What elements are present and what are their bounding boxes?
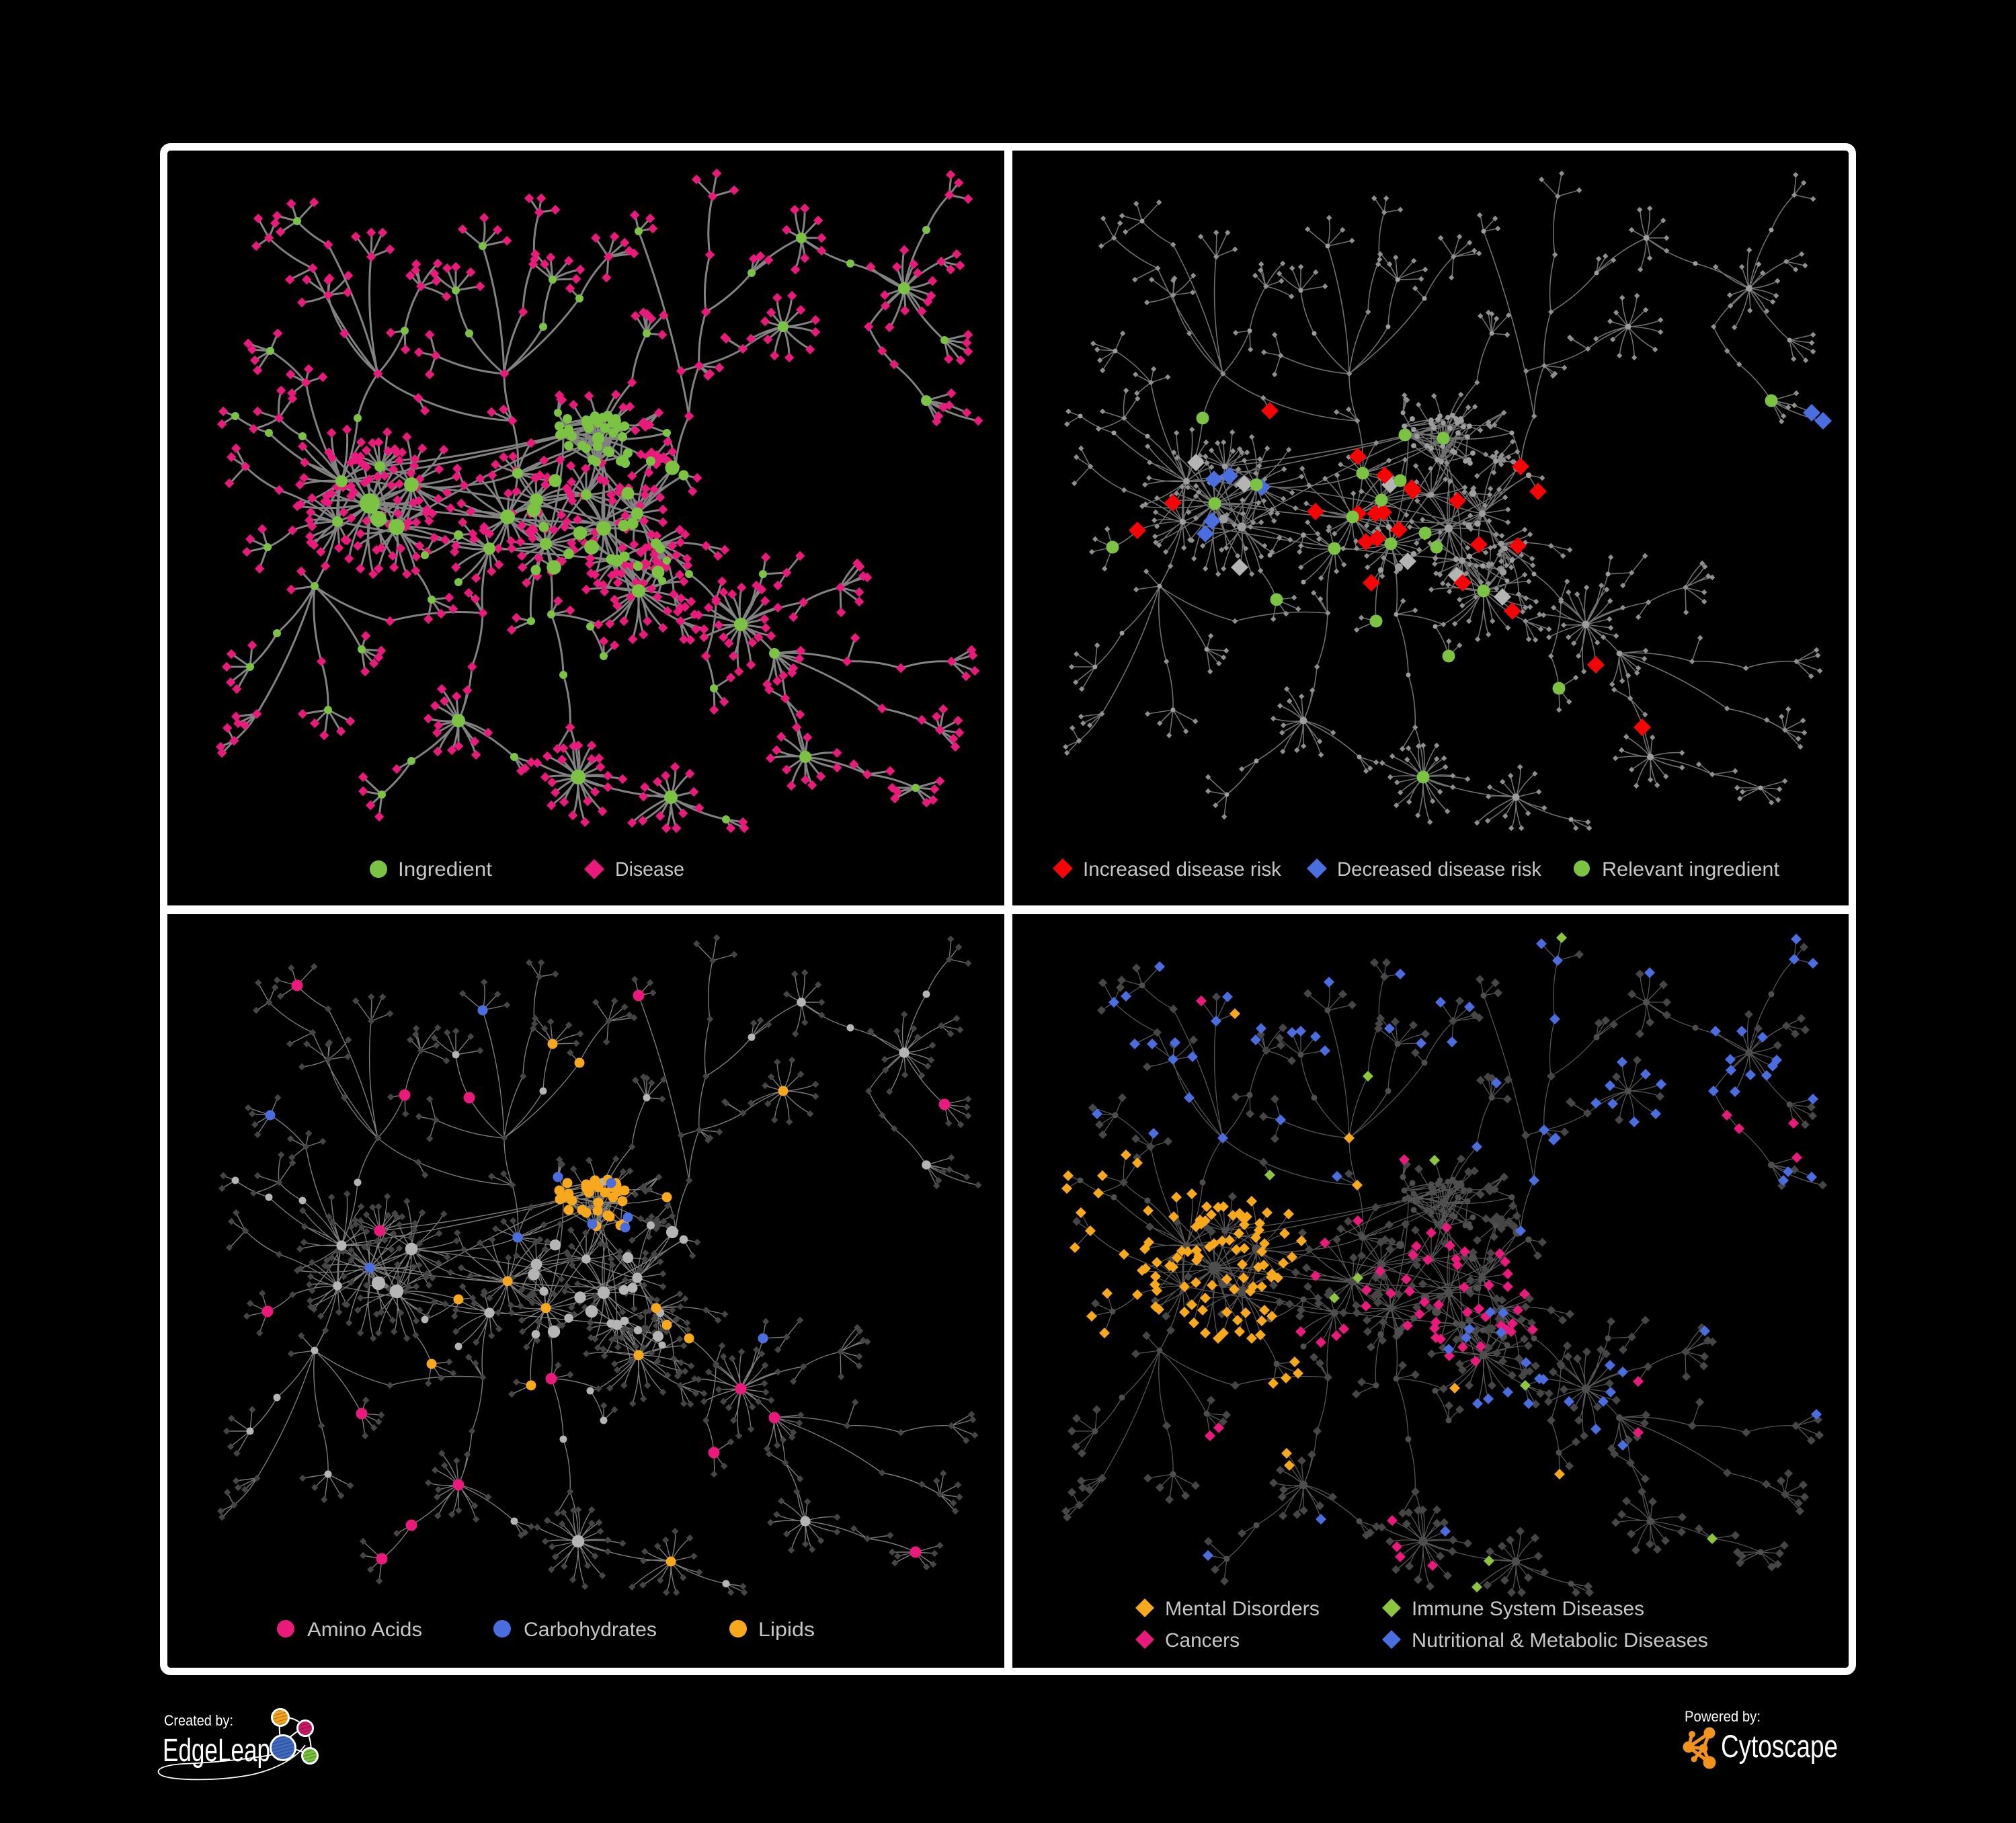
svg-text:Lipids: Lipids xyxy=(758,1619,815,1641)
svg-text:Ingredient: Ingredient xyxy=(398,858,493,881)
svg-text:Cytoscape: Cytoscape xyxy=(1721,1728,1838,1764)
svg-text:Disease: Disease xyxy=(615,858,684,881)
svg-text:Powered by:: Powered by: xyxy=(1685,1708,1761,1725)
svg-text:Carbohydrates: Carbohydrates xyxy=(524,1619,657,1641)
svg-text:Mental Disorders: Mental Disorders xyxy=(1165,1598,1320,1620)
svg-text:Decreased disease risk: Decreased disease risk xyxy=(1337,858,1542,881)
svg-text:Amino Acids: Amino Acids xyxy=(307,1619,422,1641)
svg-text:Immune System Diseases: Immune System Diseases xyxy=(1412,1598,1644,1620)
svg-text:Nutritional & Metabolic Diseas: Nutritional & Metabolic Diseases xyxy=(1412,1629,1708,1652)
svg-text:Created by:: Created by: xyxy=(164,1712,233,1729)
svg-text:Increased disease risk: Increased disease risk xyxy=(1083,858,1282,881)
svg-text:Relevant ingredient: Relevant ingredient xyxy=(1602,858,1780,881)
svg-text:EdgeLeap: EdgeLeap xyxy=(163,1733,270,1769)
svg-text:Cancers: Cancers xyxy=(1165,1629,1240,1652)
